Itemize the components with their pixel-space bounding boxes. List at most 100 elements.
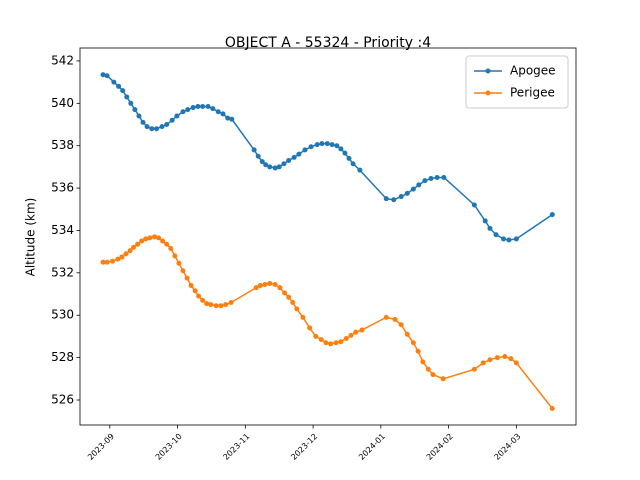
data-point: [172, 253, 178, 259]
data-point: [200, 103, 206, 109]
data-point: [480, 360, 486, 366]
data-point: [253, 285, 259, 291]
data-point: [416, 182, 422, 188]
data-point: [100, 72, 106, 78]
data-point: [154, 126, 160, 132]
data-point: [149, 126, 155, 132]
data-point: [482, 218, 488, 224]
data-point: [127, 248, 133, 254]
data-point: [502, 354, 508, 360]
data-point: [100, 259, 106, 265]
data-point: [119, 254, 125, 260]
data-point: [282, 290, 288, 296]
data-point: [160, 238, 166, 244]
data-point: [440, 376, 446, 382]
legend-box: [465, 55, 569, 109]
data-point: [267, 164, 273, 170]
data-point: [494, 355, 500, 361]
data-point: [398, 322, 404, 328]
data-point: [392, 316, 398, 322]
data-point: [124, 94, 130, 100]
data-point: [110, 258, 116, 264]
y-tick-label: 528: [51, 350, 74, 364]
data-point: [346, 155, 352, 161]
data-point: [176, 260, 182, 266]
data-point: [225, 115, 231, 121]
legend-marker: [485, 68, 491, 74]
data-point: [215, 109, 221, 115]
data-point: [294, 306, 300, 312]
data-point: [357, 167, 363, 173]
data-point: [404, 190, 410, 196]
data-point: [218, 303, 224, 309]
data-point: [350, 161, 356, 167]
data-point: [500, 236, 506, 242]
legend-marker: [485, 90, 491, 96]
data-point: [168, 245, 174, 251]
data-point: [210, 106, 216, 112]
data-point: [324, 141, 330, 147]
data-point: [180, 268, 186, 274]
data-point: [415, 348, 421, 354]
data-point: [159, 124, 165, 130]
legend-label: Perigee: [510, 86, 555, 100]
data-point: [348, 332, 354, 338]
data-point: [428, 176, 434, 182]
data-point: [128, 100, 134, 106]
data-point: [302, 147, 308, 153]
data-point: [290, 300, 296, 306]
data-point: [228, 300, 234, 306]
data-point: [104, 73, 110, 79]
data-point: [204, 301, 210, 307]
data-point: [328, 341, 334, 347]
data-point: [410, 186, 416, 192]
data-point: [104, 259, 110, 265]
data-point: [143, 236, 149, 242]
y-tick-label: 532: [51, 265, 74, 279]
data-point: [267, 280, 273, 286]
data-point: [313, 333, 319, 339]
data-point: [506, 237, 512, 243]
data-point: [338, 339, 344, 345]
data-point: [139, 238, 145, 244]
data-point: [425, 366, 431, 372]
data-point: [135, 241, 141, 247]
data-point: [208, 302, 214, 308]
data-point: [111, 79, 117, 85]
data-point: [180, 109, 186, 115]
data-point: [229, 116, 235, 122]
data-point: [192, 288, 198, 294]
data-point: [383, 196, 389, 202]
data-point: [276, 164, 282, 170]
data-point: [493, 232, 499, 238]
data-point: [144, 124, 150, 130]
data-point: [190, 105, 196, 111]
data-point: [549, 212, 555, 218]
data-point: [272, 165, 278, 171]
data-point: [343, 336, 349, 342]
data-point: [487, 225, 493, 231]
data-point: [513, 360, 519, 366]
data-point: [307, 325, 313, 331]
data-point: [116, 83, 122, 89]
data-point: [136, 113, 142, 119]
y-tick-label: 540: [51, 96, 74, 110]
data-point: [140, 119, 146, 125]
data-point: [471, 202, 477, 208]
data-point: [164, 241, 170, 247]
data-point: [251, 147, 257, 153]
data-point: [164, 122, 170, 128]
chart-title: OBJECT A - 55324 - Priority :4: [225, 35, 431, 51]
y-tick-label: 534: [51, 223, 74, 237]
data-point: [147, 235, 153, 241]
data-point: [277, 285, 283, 291]
data-point: [422, 178, 428, 184]
data-point: [257, 283, 263, 289]
data-point: [314, 142, 320, 148]
data-point: [296, 151, 302, 157]
data-point: [323, 340, 329, 346]
data-point: [188, 283, 194, 289]
data-point: [420, 359, 426, 365]
data-point: [152, 234, 158, 240]
